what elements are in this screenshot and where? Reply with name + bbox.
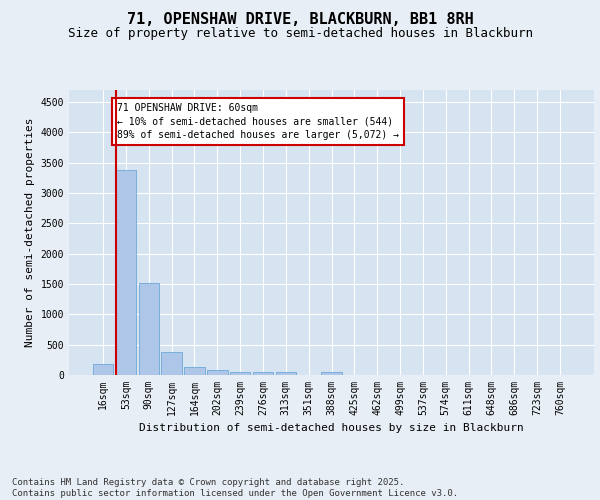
X-axis label: Distribution of semi-detached houses by size in Blackburn: Distribution of semi-detached houses by … <box>139 424 524 434</box>
Bar <box>93 364 113 375</box>
Bar <box>207 370 227 375</box>
Bar <box>184 367 205 375</box>
Bar <box>116 170 136 375</box>
Text: 71, OPENSHAW DRIVE, BLACKBURN, BB1 8RH: 71, OPENSHAW DRIVE, BLACKBURN, BB1 8RH <box>127 12 473 28</box>
Bar <box>230 372 250 375</box>
Y-axis label: Number of semi-detached properties: Number of semi-detached properties <box>25 118 35 347</box>
Bar <box>139 284 159 375</box>
Text: 71 OPENSHAW DRIVE: 60sqm
← 10% of semi-detached houses are smaller (544)
89% of : 71 OPENSHAW DRIVE: 60sqm ← 10% of semi-d… <box>117 104 399 140</box>
Text: Contains HM Land Registry data © Crown copyright and database right 2025.
Contai: Contains HM Land Registry data © Crown c… <box>12 478 458 498</box>
Bar <box>161 352 182 375</box>
Bar <box>321 372 342 375</box>
Bar <box>253 372 273 375</box>
Text: Size of property relative to semi-detached houses in Blackburn: Size of property relative to semi-detach… <box>67 28 533 40</box>
Bar <box>275 372 296 375</box>
